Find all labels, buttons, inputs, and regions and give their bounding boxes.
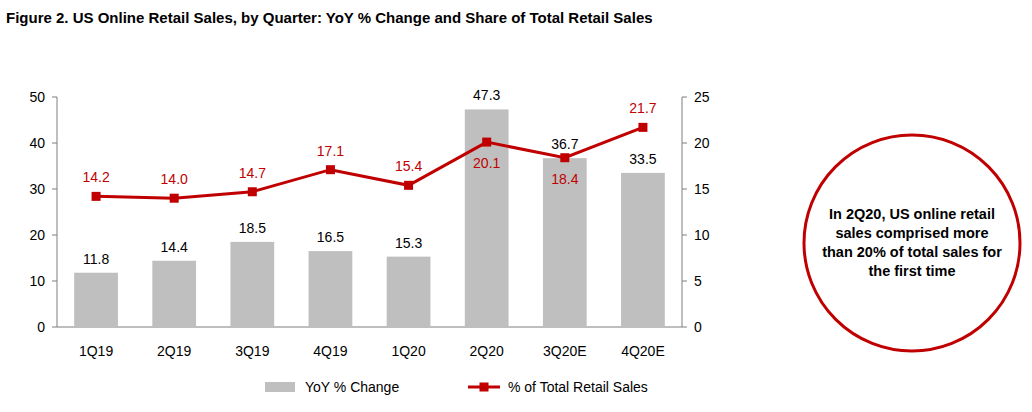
bar xyxy=(230,242,274,327)
y2-tick xyxy=(682,143,687,144)
y2-tick xyxy=(682,281,687,282)
legend-swatch xyxy=(265,382,295,392)
bar xyxy=(74,273,118,327)
marker xyxy=(638,123,647,132)
bar-label: 18.5 xyxy=(239,220,266,236)
y-tick-label: 50 xyxy=(29,89,45,105)
marker xyxy=(404,181,413,190)
marker xyxy=(92,192,101,201)
y-tick-label: 0 xyxy=(37,319,45,335)
marker xyxy=(248,187,257,196)
line-label: 14.2 xyxy=(82,169,109,185)
y2-axis-line xyxy=(682,97,683,327)
x-tick-label: 1Q20 xyxy=(391,343,425,359)
bar-label: 15.3 xyxy=(395,235,422,251)
legend-marker xyxy=(480,383,489,392)
x-tick-label: 2Q20 xyxy=(470,343,504,359)
chart: Figure 2. US Online Retail Sales, by Qua… xyxy=(0,0,1032,412)
marker xyxy=(560,153,569,162)
bar-label: 47.3 xyxy=(473,87,500,103)
marker xyxy=(326,165,335,174)
line-label: 20.1 xyxy=(473,155,500,171)
x-tick-label: 1Q19 xyxy=(79,343,113,359)
y2-tick xyxy=(682,97,687,98)
bar xyxy=(152,261,196,327)
bar-label: 16.5 xyxy=(317,229,344,245)
bar xyxy=(309,251,353,327)
y-tick-label: 10 xyxy=(29,273,45,289)
bar xyxy=(621,173,665,327)
y2-tick-label: 5 xyxy=(694,273,702,289)
bar xyxy=(465,109,509,327)
y2-tick xyxy=(682,235,687,236)
y-tick-label: 20 xyxy=(29,227,45,243)
y2-tick xyxy=(682,327,687,328)
legend-label: YoY % Change xyxy=(305,379,399,395)
marker xyxy=(482,138,491,147)
data-labels: 11.8 14.4 18.5 16.5 15.3 47.3 36.7 33.5 14.2 14.0… xyxy=(82,87,656,266)
annotation: In 2Q20, US online retail sales comprise… xyxy=(804,135,1020,351)
legend: YoY % Change % of Total Retail Sales xyxy=(265,379,648,395)
x-tick-label: 2Q19 xyxy=(157,343,191,359)
x-tick-label: 3Q19 xyxy=(235,343,269,359)
y2-tick xyxy=(682,189,687,190)
y-tick xyxy=(52,281,57,282)
x-tick-label: 4Q19 xyxy=(313,343,347,359)
y-tick xyxy=(52,189,57,190)
y2-tick-label: 10 xyxy=(694,227,710,243)
line-label: 15.4 xyxy=(395,158,422,174)
y-axis-line xyxy=(57,97,58,327)
bar-label: 14.4 xyxy=(161,239,188,255)
y-tick xyxy=(52,327,57,328)
y-tick-label: 40 xyxy=(29,135,45,151)
y2-tick-label: 15 xyxy=(694,181,710,197)
y-tick xyxy=(52,235,57,236)
bar xyxy=(543,158,587,327)
line-label: 14.7 xyxy=(239,165,266,181)
bar xyxy=(387,257,431,327)
bar-label: 33.5 xyxy=(629,151,656,167)
line xyxy=(96,127,643,198)
y2-tick-label: 20 xyxy=(694,135,710,151)
y-tick xyxy=(52,143,57,144)
x-tick-label: 4Q20E xyxy=(621,343,665,359)
y2-tick-label: 0 xyxy=(694,319,702,335)
x-axis-line xyxy=(57,327,682,328)
line-label: 17.1 xyxy=(317,143,344,159)
x-tick-label: 3Q20E xyxy=(543,343,587,359)
title: Figure 2. US Online Retail Sales, by Qua… xyxy=(6,9,653,26)
marker xyxy=(170,194,179,203)
legend-label: % of Total Retail Sales xyxy=(508,379,648,395)
y-tick-label: 30 xyxy=(29,181,45,197)
y2-tick-label: 25 xyxy=(694,89,710,105)
line-label: 14.0 xyxy=(161,171,188,187)
bar-label: 36.7 xyxy=(551,136,578,152)
line-label: 21.7 xyxy=(629,100,656,116)
line-label: 18.4 xyxy=(551,171,578,187)
bar-label: 11.8 xyxy=(83,251,109,267)
marks xyxy=(74,109,665,327)
annotation-circle xyxy=(804,135,1020,351)
y-tick xyxy=(52,97,57,98)
